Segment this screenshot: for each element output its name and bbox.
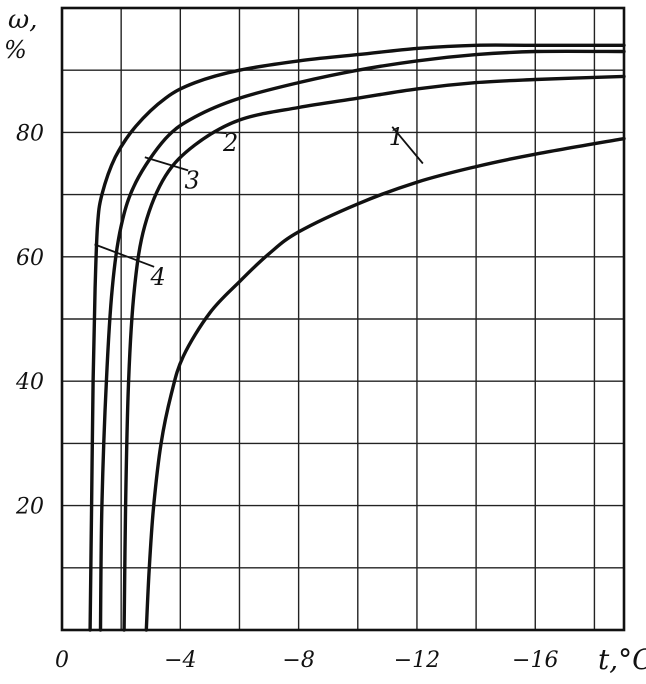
curve-label-2: 2 — [222, 129, 238, 157]
series-line-1 — [144, 136, 626, 632]
curve-label-3: 3 — [185, 166, 200, 194]
plot-frame — [60, 6, 626, 632]
y-tick-label: 80 — [16, 121, 44, 146]
y-tick-label: 40 — [15, 370, 44, 395]
y-tick-label: 20 — [15, 495, 44, 520]
curve-label-4: 4 — [149, 263, 165, 291]
x-tick-label: 0 — [55, 648, 69, 673]
x-tick-label: −12 — [394, 648, 440, 673]
leader-line-2 — [214, 131, 227, 134]
leader-line-1 — [391, 126, 424, 165]
series-line-2 — [122, 74, 626, 632]
plot-border — [60, 6, 626, 632]
x-axis-label: t,°C — [598, 643, 646, 676]
series-line-4 — [88, 43, 626, 632]
y-axis-unit: % — [4, 36, 27, 64]
series-line-3 — [98, 49, 626, 632]
grid — [62, 8, 624, 630]
leader-line-3 — [144, 156, 189, 172]
curve-label-1: 1 — [389, 123, 404, 151]
x-tick-label: −4 — [164, 648, 196, 673]
tick-labels: 0 −4 −8 −12 −16 20 40 60 80 — [15, 121, 558, 673]
leader-line-4 — [94, 243, 155, 268]
y-axis-symbol: ω, — [8, 5, 37, 35]
curve-labels: 1 23 4 — [94, 123, 424, 291]
series-group — [88, 43, 626, 632]
y-tick-label: 60 — [16, 246, 44, 271]
x-tick-label: −16 — [512, 648, 558, 673]
x-tick-label: −8 — [282, 648, 314, 673]
